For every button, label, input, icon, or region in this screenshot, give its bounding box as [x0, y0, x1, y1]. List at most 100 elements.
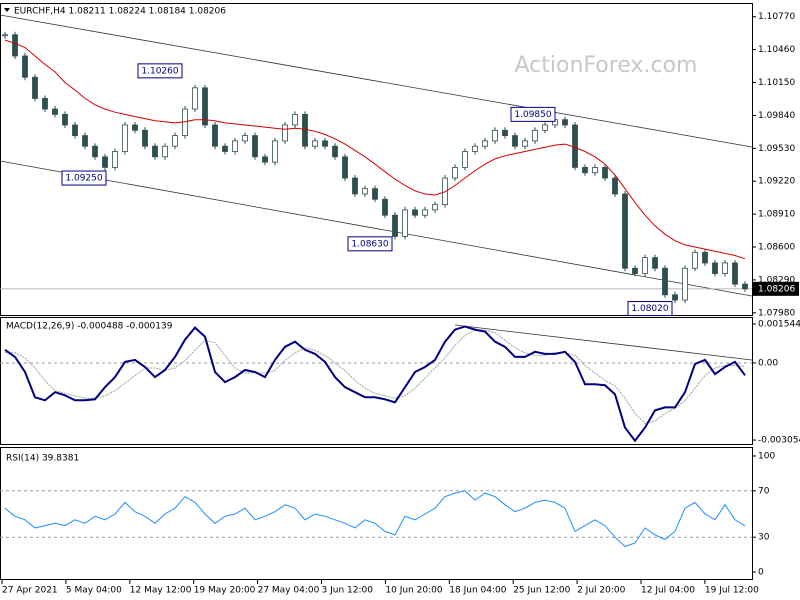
- candle: [712, 259, 718, 277]
- candle: [432, 201, 438, 213]
- candle: [272, 137, 278, 166]
- candle-body: [712, 262, 718, 274]
- candle: [342, 153, 348, 182]
- candle: [292, 111, 298, 128]
- candle-body: [592, 167, 598, 174]
- candle-body: [682, 267, 688, 301]
- candle-body: [392, 214, 398, 237]
- candle: [312, 137, 318, 150]
- candle: [72, 121, 78, 139]
- last-price-label: 1.08206: [758, 284, 795, 294]
- candle-body: [52, 108, 58, 115]
- candle: [202, 84, 208, 128]
- candle-body: [292, 113, 298, 126]
- y-tick-label: 0.00: [758, 358, 778, 368]
- candle-body: [142, 129, 148, 147]
- y-tick-label: 1.09840: [758, 111, 795, 121]
- candle-body: [572, 124, 578, 168]
- y-tick-label: 100: [758, 452, 775, 462]
- candle-body: [122, 124, 128, 152]
- candle-body: [102, 156, 108, 168]
- candle-body: [732, 262, 738, 285]
- candle: [722, 259, 728, 277]
- candle-body: [262, 156, 268, 163]
- candle-body: [162, 145, 168, 158]
- candle-body: [272, 140, 278, 163]
- chart-title: EURCHF,H4 1.08211 1.08224 1.08184 1.0820…: [14, 7, 226, 17]
- watermark: ActionForex.com: [515, 53, 698, 78]
- y-tick-label: 1.09530: [758, 144, 795, 154]
- candle: [512, 132, 518, 150]
- y-tick-label: 1.10460: [758, 45, 795, 55]
- candle-body: [702, 251, 708, 264]
- candle-body: [72, 124, 78, 136]
- candle-body: [432, 204, 438, 211]
- candle: [262, 153, 268, 166]
- candle: [632, 265, 638, 277]
- candle-body: [492, 129, 498, 142]
- candle: [532, 127, 538, 144]
- candle: [232, 137, 238, 155]
- candle-body: [382, 198, 388, 216]
- candle: [522, 137, 528, 150]
- channel-upper: [0, 14, 753, 148]
- candle: [372, 185, 378, 203]
- x-tick-label: 19 Jul 12:00: [705, 586, 759, 596]
- candle-body: [722, 262, 728, 274]
- candle-body: [482, 140, 488, 147]
- candle: [652, 254, 658, 272]
- candle: [332, 143, 338, 160]
- candle: [102, 153, 108, 171]
- candle: [152, 143, 158, 160]
- candle: [662, 265, 668, 298]
- candle-body: [82, 135, 88, 147]
- candle: [282, 121, 288, 144]
- candle-body: [542, 124, 548, 131]
- candle: [212, 121, 218, 150]
- y-tick-label: 1.08600: [758, 243, 795, 253]
- candle-body: [252, 135, 258, 158]
- candle: [122, 121, 128, 155]
- y-tick-label: 30: [758, 533, 770, 543]
- x-tick-label: 12 May 12:00: [130, 586, 192, 596]
- y-tick-label: 1.08910: [758, 210, 795, 220]
- candle-body: [502, 129, 508, 136]
- candle-body: [282, 124, 288, 142]
- candle: [32, 74, 38, 102]
- y-tick-label: 0: [758, 567, 764, 577]
- candle-body: [232, 140, 238, 152]
- x-tick-label: 27 Apr 2021: [2, 586, 58, 596]
- candle: [22, 53, 28, 81]
- x-tick-label: 5 May 04:00: [66, 586, 122, 596]
- y-tick-label: 1.10150: [758, 78, 795, 88]
- candle-body: [22, 55, 28, 78]
- candle-body: [332, 145, 338, 158]
- candle-body: [152, 145, 158, 158]
- candle-body: [172, 135, 178, 147]
- candle-body: [562, 119, 568, 126]
- price-annotation-box: [347, 236, 393, 252]
- candle-body: [652, 257, 658, 269]
- x-tick-label: 18 Jun 04:00: [449, 586, 506, 596]
- price-annotation: 1.08020: [631, 304, 668, 314]
- x-tick-label: 25 Jun 12:00: [513, 586, 570, 596]
- candle-body: [512, 135, 518, 147]
- candle-body: [202, 87, 208, 126]
- price-annotation: 1.08630: [351, 239, 388, 249]
- candle-body: [132, 124, 138, 131]
- candle-body: [212, 124, 218, 147]
- last-price-box: [753, 281, 799, 296]
- candle-body: [692, 251, 698, 269]
- candle: [502, 127, 508, 139]
- indicator-line: [5, 329, 746, 425]
- candle-body: [412, 209, 418, 216]
- macd-trendline: [454, 324, 753, 361]
- price-annotation: 1.09850: [514, 110, 551, 120]
- candle-body: [12, 34, 18, 57]
- candle: [62, 111, 68, 128]
- candle-body: [452, 167, 458, 179]
- candle-body: [632, 267, 638, 274]
- candle-body: [672, 294, 678, 301]
- x-tick-label: 27 May 04:00: [258, 586, 320, 596]
